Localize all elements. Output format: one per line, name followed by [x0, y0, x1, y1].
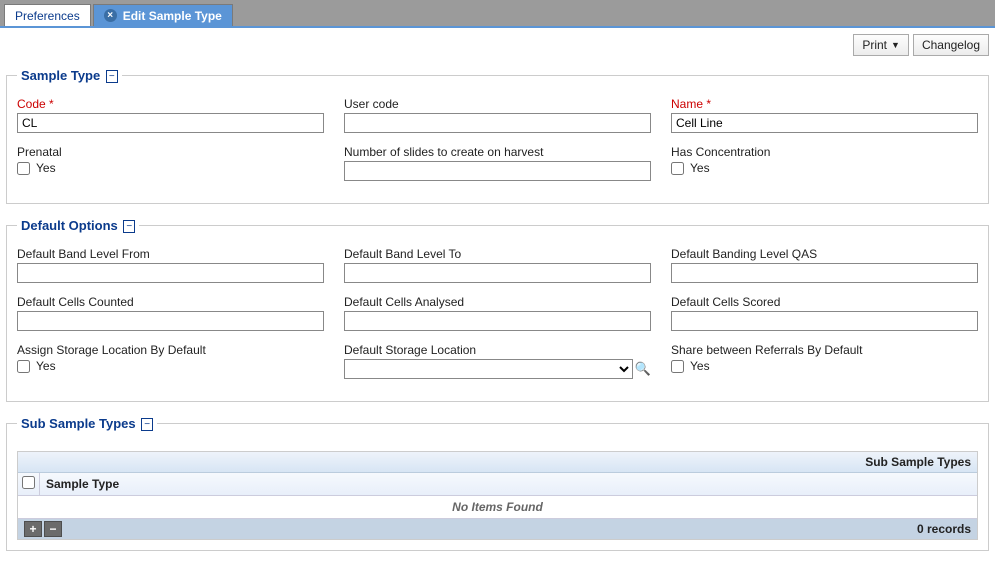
field-share-referrals: Share between Referrals By Default Yes [671, 343, 978, 379]
remove-button[interactable]: − [44, 521, 62, 537]
print-label: Print [862, 38, 887, 52]
label-has-concentration: Has Concentration [671, 145, 978, 159]
field-prenatal: Prenatal Yes [17, 145, 324, 181]
select-storage-location[interactable] [344, 359, 633, 379]
input-name[interactable] [671, 113, 978, 133]
field-code: Code * [17, 97, 324, 133]
input-band-from[interactable] [17, 263, 324, 283]
chevron-down-icon: ▼ [891, 40, 900, 50]
sub-table-footer: + − 0 records [18, 519, 977, 539]
checkbox-has-concentration[interactable] [671, 162, 684, 175]
checkbox-assign-storage[interactable] [17, 360, 30, 373]
input-cells-analysed[interactable] [344, 311, 651, 331]
label-user-code: User code [344, 97, 651, 111]
col-checkbox [18, 473, 40, 495]
collapse-icon[interactable]: − [123, 220, 135, 233]
share-referrals-yes: Yes [690, 359, 710, 373]
field-band-to: Default Band Level To [344, 247, 651, 283]
default-options-legend: Default Options − [17, 218, 139, 233]
field-name: Name * [671, 97, 978, 133]
input-band-qas[interactable] [671, 263, 978, 283]
tab-bar: Preferences × Edit Sample Type [0, 0, 995, 26]
input-code[interactable] [17, 113, 324, 133]
label-cells-analysed: Default Cells Analysed [344, 295, 651, 309]
sub-sample-table: Sub Sample Types Sample Type No Items Fo… [17, 451, 978, 540]
record-count: 0 records [917, 522, 971, 536]
field-assign-storage: Assign Storage Location By Default Yes [17, 343, 324, 379]
checkbox-prenatal[interactable] [17, 162, 30, 175]
label-prenatal: Prenatal [17, 145, 324, 159]
field-cells-scored: Default Cells Scored [671, 295, 978, 331]
sub-table-title: Sub Sample Types [18, 452, 977, 473]
label-share-referrals: Share between Referrals By Default [671, 343, 978, 357]
label-band-to: Default Band Level To [344, 247, 651, 261]
sub-sample-types-fieldset: Sub Sample Types − Sub Sample Types Samp… [6, 416, 989, 551]
collapse-icon[interactable]: − [106, 70, 118, 83]
field-band-qas: Default Banding Level QAS [671, 247, 978, 283]
search-icon[interactable]: 🔍 [635, 361, 651, 377]
assign-storage-yes: Yes [36, 359, 56, 373]
checkbox-share-referrals[interactable] [671, 360, 684, 373]
label-cells-scored: Default Cells Scored [671, 295, 978, 309]
add-button[interactable]: + [24, 521, 42, 537]
toolbar: Print ▼ Changelog [0, 28, 995, 58]
tab-label: Preferences [15, 9, 80, 23]
add-remove-controls: + − [24, 521, 62, 537]
label-assign-storage: Assign Storage Location By Default [17, 343, 324, 357]
field-cells-counted: Default Cells Counted [17, 295, 324, 331]
tab-edit-sample-type[interactable]: × Edit Sample Type [93, 4, 233, 26]
collapse-icon[interactable]: − [141, 418, 153, 431]
input-cells-scored[interactable] [671, 311, 978, 331]
changelog-button[interactable]: Changelog [913, 34, 989, 56]
legend-text: Sub Sample Types [21, 416, 136, 431]
field-user-code: User code [344, 97, 651, 133]
label-num-slides: Number of slides to create on harvest [344, 145, 651, 159]
field-storage-location: Default Storage Location 🔍 [344, 343, 651, 379]
prenatal-yes: Yes [36, 161, 56, 175]
label-cells-counted: Default Cells Counted [17, 295, 324, 309]
input-num-slides[interactable] [344, 161, 651, 181]
col-sample-type: Sample Type [40, 474, 125, 494]
label-code: Code * [17, 97, 324, 111]
field-band-from: Default Band Level From [17, 247, 324, 283]
legend-text: Sample Type [21, 68, 100, 83]
field-cells-analysed: Default Cells Analysed [344, 295, 651, 331]
input-user-code[interactable] [344, 113, 651, 133]
changelog-label: Changelog [922, 38, 980, 52]
checkbox-select-all[interactable] [22, 476, 35, 489]
label-band-qas: Default Banding Level QAS [671, 247, 978, 261]
tab-label: Edit Sample Type [123, 9, 222, 23]
label-band-from: Default Band Level From [17, 247, 324, 261]
sub-sample-types-legend: Sub Sample Types − [17, 416, 157, 431]
print-button[interactable]: Print ▼ [853, 34, 909, 56]
legend-text: Default Options [21, 218, 118, 233]
has-concentration-yes: Yes [690, 161, 710, 175]
label-storage-location: Default Storage Location [344, 343, 651, 357]
sample-type-legend: Sample Type − [17, 68, 122, 83]
sub-table-empty: No Items Found [18, 496, 977, 519]
sub-table-columns: Sample Type [18, 473, 977, 496]
default-options-fieldset: Default Options − Default Band Level Fro… [6, 218, 989, 402]
label-name: Name * [671, 97, 978, 111]
tab-preferences[interactable]: Preferences [4, 4, 91, 26]
input-cells-counted[interactable] [17, 311, 324, 331]
input-band-to[interactable] [344, 263, 651, 283]
sample-type-fieldset: Sample Type − Code * User code Name * Pr… [6, 68, 989, 204]
field-num-slides: Number of slides to create on harvest [344, 145, 651, 181]
field-has-concentration: Has Concentration Yes [671, 145, 978, 181]
close-icon[interactable]: × [104, 9, 117, 22]
